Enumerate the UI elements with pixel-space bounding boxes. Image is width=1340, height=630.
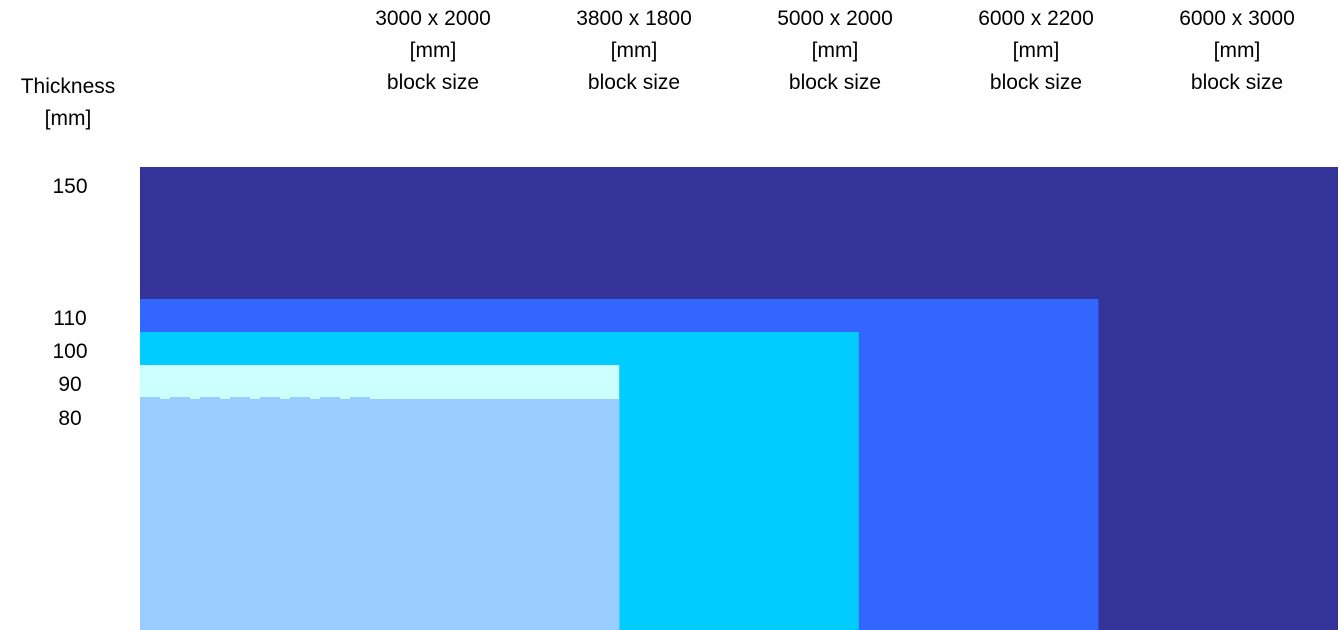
y-axis-title-line-1: Thickness: [21, 75, 116, 98]
column-headers: 3000 x 2000 [mm] block size 3800 x 1800 [mm]…: [375, 7, 1295, 94]
y-axis-title: Thickness [mm]: [21, 75, 116, 130]
header-2-unit: [mm]: [611, 39, 658, 62]
header-4-unit: [mm]: [1013, 39, 1060, 62]
header-1-label: block size: [387, 71, 479, 94]
y-tick-label: 110: [53, 307, 86, 330]
header-2-label: block size: [588, 71, 680, 94]
y-axis-title-line-2: [mm]: [45, 107, 92, 130]
header-5-size: 6000 x 3000: [1179, 7, 1295, 30]
header-3-label: block size: [789, 71, 881, 94]
y-tick-label: 80: [58, 407, 81, 430]
header-2-size: 3800 x 1800: [576, 7, 692, 30]
bar-2: [140, 399, 620, 630]
header-1-size: 3000 x 2000: [375, 7, 491, 30]
header-1-unit: [mm]: [410, 39, 457, 62]
header-5-label: block size: [1191, 71, 1283, 94]
y-tick-label: 90: [58, 373, 81, 396]
header-4-label: block size: [990, 71, 1082, 94]
y-tick-label: 150: [52, 175, 87, 198]
bars: [140, 167, 1338, 630]
header-3-unit: [mm]: [812, 39, 859, 62]
header-4-size: 6000 x 2200: [978, 7, 1094, 30]
header-5-unit: [mm]: [1214, 39, 1261, 62]
header-3-size: 5000 x 2000: [777, 7, 893, 30]
y-axis-ticks: 150 110 100 90 80: [52, 175, 87, 430]
y-tick-label: 100: [52, 340, 87, 363]
